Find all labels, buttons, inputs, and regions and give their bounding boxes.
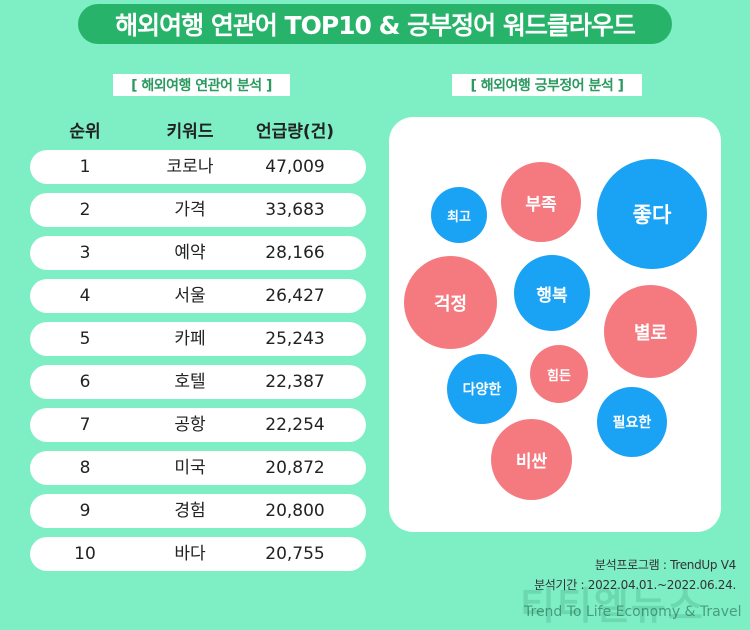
ranking-table-header: 순위 키워드 언급량(건) [30,117,366,142]
bubble-diverse: 다양한 [447,354,517,424]
row-count: 28,166 [265,243,325,263]
row-rank: 2 [79,200,91,220]
row-keyword: 카페 [174,329,206,349]
table-row: 8 미국 20,872 [30,451,366,485]
row-count: 22,387 [265,372,325,392]
row-keyword: 바다 [174,544,206,564]
bubble-happy: 행복 [514,255,590,331]
table-row: 1 코로나 47,009 [30,150,366,184]
row-keyword: 호텔 [174,372,206,392]
analysis-program: 분석프로그램 : TrendUp V4 [594,558,736,572]
row-keyword: 가격 [174,200,206,220]
row-rank: 8 [79,458,91,478]
watermark-tagline: Trend To Life Economy & Travel [524,604,742,620]
table-row: 9 경험 20,800 [30,494,366,528]
bubble-expensive: 비싼 [491,419,572,500]
related-words-section-label: [ 해외여행 연관어 분석 ] [113,74,290,96]
row-keyword: 공항 [174,415,206,435]
table-row: 3 예약 28,166 [30,236,366,270]
table-row: 7 공항 22,254 [30,408,366,442]
row-rank: 10 [74,544,96,564]
bubble-needed: 필요한 [597,387,667,457]
row-count: 47,009 [265,157,325,177]
row-rank: 1 [79,157,91,177]
table-row: 2 가격 33,683 [30,193,366,227]
row-count: 20,755 [265,544,325,564]
row-keyword: 서울 [174,286,206,306]
row-rank: 7 [79,415,91,435]
table-row: 10 바다 20,755 [30,537,366,571]
header-count: 언급량(건) [255,122,335,142]
bubble-worry: 걱정 [404,256,497,349]
page-title: 해외여행 연관어 TOP10 & 긍부정어 워드클라우드 [78,4,672,44]
row-count: 20,872 [265,458,325,478]
analysis-period: 분석기간 : 2022.04.01.~2022.06.24. [534,578,736,592]
bubble-lacking: 부족 [501,162,581,242]
row-count: 26,427 [265,286,325,306]
word-cloud-panel: 최고 부족 좋다 걱정 행복 별로 다양한 힘든 필요한 비싼 [389,117,721,532]
row-rank: 6 [79,372,91,392]
bubble-best: 최고 [431,187,487,243]
row-rank: 9 [79,501,91,521]
news-watermark: 티티엘뉴스 [520,584,705,628]
table-row: 4 서울 26,427 [30,279,366,313]
row-keyword: 코로나 [166,157,214,177]
row-rank: 3 [79,243,91,263]
row-keyword: 예약 [174,243,206,263]
table-row: 6 호텔 22,387 [30,365,366,399]
bubble-not-good: 별로 [604,285,697,378]
row-count: 20,800 [265,501,325,521]
sentiment-section-label: [ 해외여행 긍부정어 분석 ] [452,74,642,96]
table-row: 5 카페 25,243 [30,322,366,356]
row-keyword: 경험 [174,501,206,521]
bubble-good: 좋다 [597,159,707,269]
row-count: 33,683 [265,200,325,220]
header-keyword: 키워드 [166,122,214,142]
row-rank: 5 [79,329,91,349]
bubble-hard: 힘든 [530,345,588,403]
row-count: 25,243 [265,329,325,349]
row-keyword: 미국 [174,458,206,478]
row-count: 22,254 [265,415,325,435]
row-rank: 4 [79,286,91,306]
header-rank: 순위 [69,122,101,142]
